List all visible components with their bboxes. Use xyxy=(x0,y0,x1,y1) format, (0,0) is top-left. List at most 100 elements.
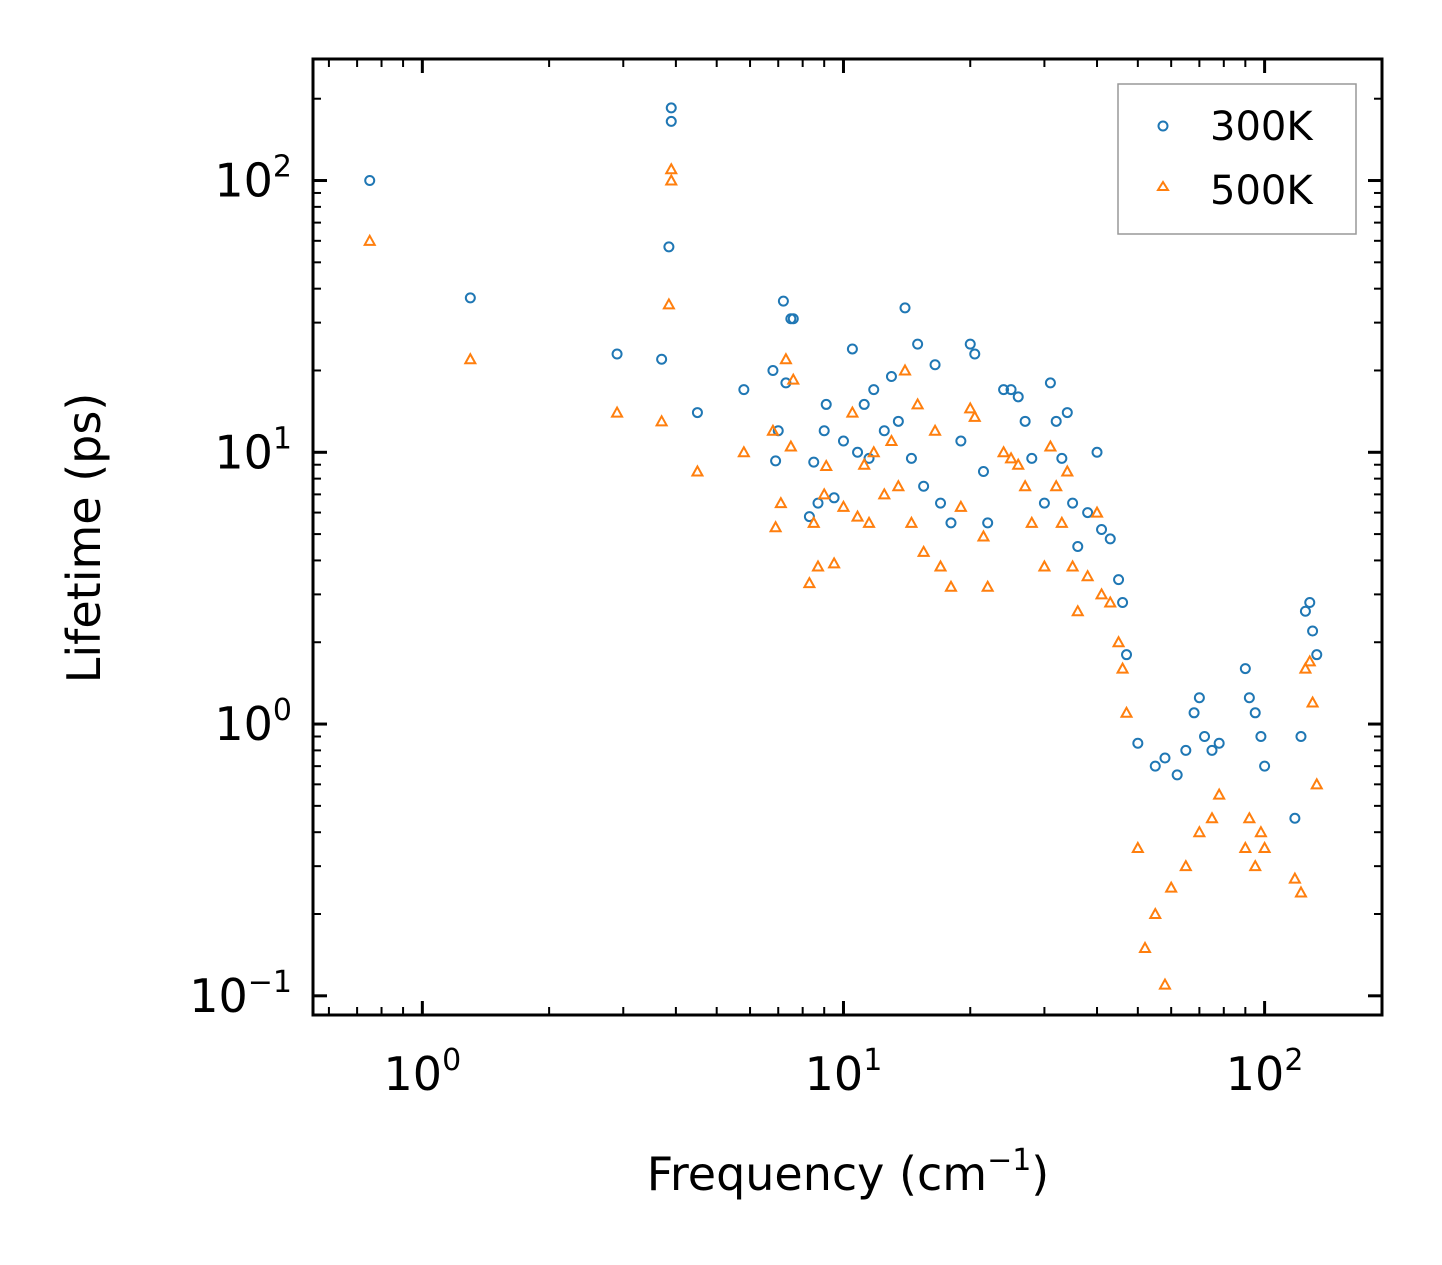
point-500K xyxy=(1298,661,1313,674)
point-300K xyxy=(663,241,675,253)
legend-label-500K: 500K xyxy=(1210,168,1314,214)
point-300K xyxy=(1056,452,1068,464)
point-500K xyxy=(1043,439,1058,452)
point-500K xyxy=(976,529,991,542)
point-300K xyxy=(1299,605,1311,617)
point-500K xyxy=(1257,840,1272,853)
point-500K xyxy=(916,544,931,557)
point-500K xyxy=(802,576,817,589)
point-300K xyxy=(1289,812,1301,824)
point-500K xyxy=(968,409,982,422)
point-500K xyxy=(1303,654,1317,667)
point-500K xyxy=(784,439,798,452)
point-500K xyxy=(664,162,678,175)
point-500K xyxy=(690,464,705,477)
point-300K xyxy=(1072,541,1084,553)
point-500K xyxy=(963,401,977,414)
point-500K xyxy=(898,363,912,376)
point-500K xyxy=(1310,777,1324,790)
point-500K xyxy=(1055,515,1069,528)
point-300K xyxy=(929,359,941,371)
y-tick-label: 10−1 xyxy=(189,965,292,1023)
point-300K xyxy=(1188,707,1200,719)
point-500K xyxy=(850,509,865,522)
point-300K xyxy=(918,480,930,492)
point-300K xyxy=(905,452,917,464)
point-300K xyxy=(464,292,476,304)
point-300K xyxy=(858,398,870,410)
point-500K xyxy=(1094,587,1109,600)
point-300K xyxy=(837,435,849,447)
point-500K xyxy=(1071,604,1085,617)
point-300K xyxy=(656,353,668,365)
x-tick-label: 100 xyxy=(384,1043,462,1101)
point-300K xyxy=(1026,452,1038,464)
point-300K xyxy=(945,517,957,529)
point-500K xyxy=(1065,559,1080,572)
point-300K xyxy=(1121,649,1133,661)
point-300K xyxy=(1239,663,1251,675)
point-300K xyxy=(1012,391,1024,403)
point-500K xyxy=(1192,825,1207,838)
point-300K xyxy=(1117,597,1129,609)
point-300K xyxy=(738,384,750,396)
point-500K xyxy=(877,487,891,500)
point-500K xyxy=(807,515,821,528)
point-500K xyxy=(811,559,825,572)
point-300K xyxy=(1259,760,1271,772)
point-300K xyxy=(820,398,832,410)
point-300K xyxy=(998,384,1010,396)
y-tick-label: 101 xyxy=(214,421,292,479)
point-300K xyxy=(364,175,376,187)
x-axis-label: Frequency (cm−1) xyxy=(647,1143,1050,1201)
point-500K xyxy=(1060,464,1074,477)
point-300K xyxy=(665,115,677,127)
point-300K xyxy=(1199,730,1211,742)
point-300K xyxy=(1019,415,1031,427)
point-500K xyxy=(827,556,841,569)
point-500K xyxy=(1011,457,1025,470)
point-500K xyxy=(1294,885,1308,898)
point-500K xyxy=(910,397,925,410)
point-500K xyxy=(766,423,780,436)
point-500K xyxy=(610,405,624,418)
point-500K xyxy=(944,579,958,592)
point-300K xyxy=(1295,730,1307,742)
point-500K xyxy=(1179,859,1193,872)
y-axis-label: Lifetime (ps) xyxy=(57,393,111,684)
point-300K xyxy=(1193,692,1205,704)
point-300K xyxy=(691,407,703,419)
series-300K-points xyxy=(364,102,1323,824)
point-500K xyxy=(1037,559,1052,572)
point-300K xyxy=(1171,769,1183,781)
point-300K xyxy=(935,497,947,509)
point-300K xyxy=(787,313,799,325)
point-300K xyxy=(969,348,981,360)
point-500K xyxy=(1004,451,1018,464)
point-300K xyxy=(1050,415,1062,427)
point-300K xyxy=(1132,737,1144,749)
point-500K xyxy=(1119,705,1134,718)
point-300K xyxy=(852,446,864,458)
point-500K xyxy=(884,433,899,447)
point-300K xyxy=(1061,407,1073,419)
point-500K xyxy=(1115,661,1130,674)
point-300K xyxy=(1005,384,1017,396)
point-300K xyxy=(808,456,820,468)
point-300K xyxy=(982,517,994,529)
point-300K xyxy=(878,425,890,437)
point-500K xyxy=(954,499,968,512)
point-500K xyxy=(1164,880,1178,893)
point-300K xyxy=(818,425,830,437)
y-tick-label: 100 xyxy=(214,693,292,751)
point-500K xyxy=(1103,595,1117,608)
point-500K xyxy=(933,559,948,572)
point-300K xyxy=(611,348,623,360)
point-300K xyxy=(1311,649,1323,661)
point-300K xyxy=(1307,625,1319,637)
point-300K xyxy=(1180,744,1192,756)
point-300K xyxy=(777,295,789,307)
point-500K xyxy=(1131,840,1145,853)
point-300K xyxy=(665,102,677,114)
